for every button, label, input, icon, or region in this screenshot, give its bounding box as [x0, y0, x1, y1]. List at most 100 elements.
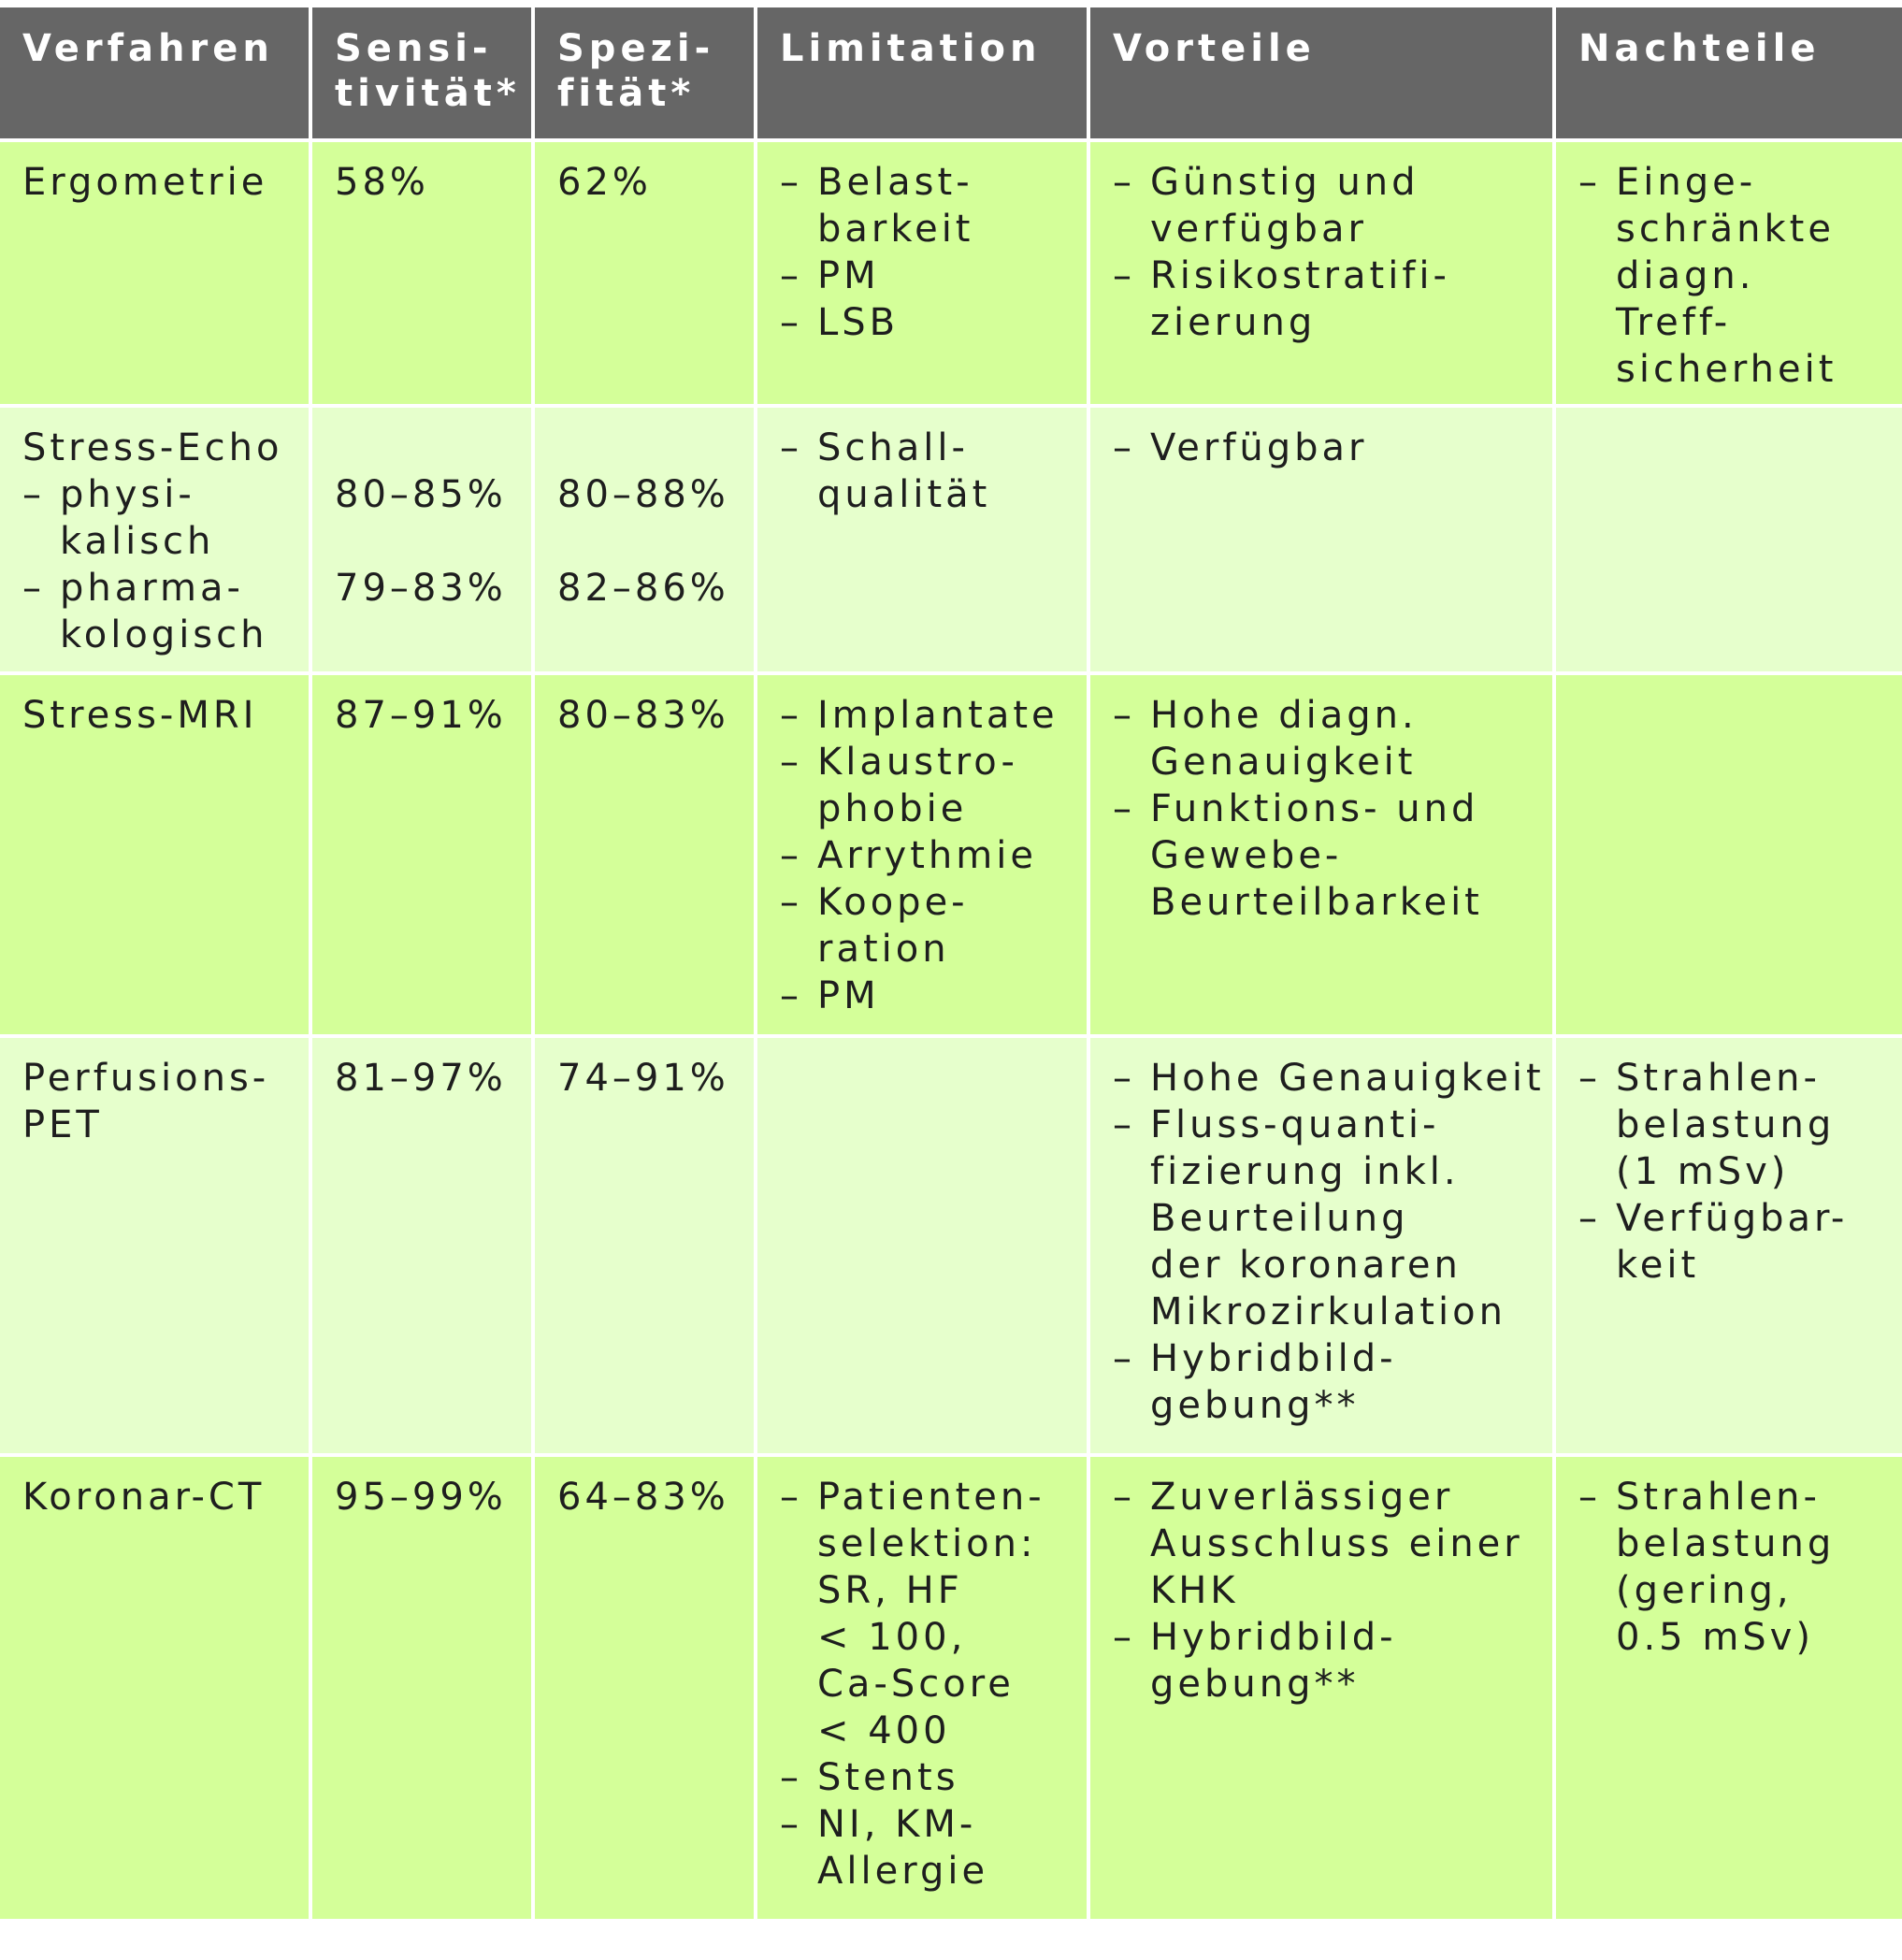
- dash-bullet: –: [780, 426, 802, 469]
- limitation-text: PM: [817, 973, 1073, 1019]
- nachteil-item: – Einge-schränkte diagn. Treff-sicherheit: [1578, 159, 1895, 393]
- vorteil-item: – Funktions- und Gewebe- Beurteilbarkeit: [1113, 785, 1539, 926]
- header-line: tivität*: [335, 72, 521, 115]
- limitation-item: – Klaustro-phobie: [780, 739, 1073, 832]
- nachteil-line: schränkte: [1616, 208, 1835, 251]
- nachteil-text: Strahlen-belastung (1 mSv): [1616, 1055, 1895, 1195]
- limitation-item: – PM: [780, 252, 1073, 299]
- cell-limitation: – Schall-qualität: [757, 408, 1087, 671]
- nachteil-line: 0.5 mSv): [1616, 1616, 1814, 1659]
- value-spez: 74–91%: [557, 1057, 729, 1100]
- value-spez: 62%: [557, 161, 652, 204]
- vorteil-text: Risikostratifi-zierung: [1150, 252, 1539, 346]
- value-spez: 64–83%: [557, 1476, 729, 1519]
- limitation-line: Belast-: [817, 161, 973, 204]
- cell-limitation: – Implantate – Klaustro-phobie – Arrythmie – Ko…: [757, 675, 1087, 1034]
- subtype-item: – pharma-kologisch: [22, 565, 295, 658]
- header-vorteile: Vorteile: [1090, 7, 1552, 138]
- vorteil-line: zierung: [1150, 301, 1317, 344]
- limitation-text: Stents: [817, 1754, 1073, 1801]
- spacer: [335, 425, 518, 471]
- vorteil-line: KHK: [1150, 1569, 1239, 1612]
- limitation-line: Klaustro-: [817, 741, 1018, 784]
- vorteil-line: Funktions- und: [1150, 787, 1479, 830]
- nachteil-line: belastung: [1616, 1103, 1836, 1146]
- cell-verfahren: Koronar-CT: [0, 1457, 309, 1919]
- vorteil-text: Hybridbild-gebung**: [1150, 1335, 1539, 1429]
- verfahren-line: Koronar-CT: [22, 1476, 266, 1519]
- value-sens: 81–97%: [335, 1057, 507, 1100]
- vorteil-item: – Hohe Genauigkeit: [1113, 1055, 1541, 1102]
- dash-bullet: –: [780, 741, 802, 784]
- value-sens: 87–91%: [335, 694, 507, 737]
- vorteil-line: Genauigkeit: [1150, 741, 1417, 784]
- limitation-item: – PM: [780, 973, 1073, 1019]
- limitation-line: Arrythmie: [817, 834, 1037, 877]
- dash-bullet: –: [1578, 1197, 1601, 1240]
- nachteil-line: belastung: [1616, 1522, 1836, 1565]
- limitation-line: Ca-Score: [817, 1663, 1015, 1706]
- dash-bullet: –: [1113, 787, 1135, 830]
- limitation-text: Koope-ration: [817, 879, 1073, 973]
- cell-nachteile: [1556, 675, 1902, 1034]
- cell-verfahren: Perfusions- PET: [0, 1038, 309, 1453]
- limitation-text: NI, KM- Allergie: [817, 1801, 1073, 1895]
- header-line: Verfahren: [22, 27, 274, 70]
- header-verfahren: Verfahren: [0, 7, 309, 138]
- dash-bullet: –: [1113, 426, 1135, 469]
- cell-verfahren: Ergometrie: [0, 142, 309, 404]
- dash-bullet: –: [780, 694, 802, 737]
- nachteil-text: Einge-schränkte diagn. Treff-sicherheit: [1616, 159, 1895, 393]
- vorteil-item: – Hohe diagn. Genauigkeit: [1113, 692, 1539, 785]
- cell-vorteile: – Hohe Genauigkeit – Fluss-quanti-fizierung…: [1090, 1038, 1552, 1453]
- cell-sensitivitaet: 58%: [312, 142, 531, 404]
- limitation-text: PM: [817, 252, 1073, 299]
- verfahren-line: Stress-Echo: [22, 426, 283, 469]
- cell-limitation: – Belast-barkeit – PM – LSB: [757, 142, 1087, 404]
- vorteil-line: Ausschluss einer: [1150, 1522, 1523, 1565]
- vorteil-text: Hohe diagn. Genauigkeit: [1150, 692, 1539, 785]
- cell-sensitivitaet: 87–91%: [312, 675, 531, 1034]
- verfahren-line: PET: [22, 1103, 103, 1146]
- limitation-line: Implantate: [817, 694, 1059, 737]
- nachteil-item: – Strahlen-belastung (1 mSv): [1578, 1055, 1895, 1195]
- vorteil-line: Zuverlässiger: [1150, 1476, 1454, 1519]
- nachteil-item: – Verfügbar-keit: [1578, 1195, 1895, 1289]
- vorteil-item: – Hybridbild-gebung**: [1113, 1614, 1539, 1708]
- nachteil-item: – Strahlen-belastung (gering, 0.5 mSv): [1578, 1474, 1895, 1661]
- dash-bullet: –: [1113, 1103, 1135, 1146]
- limitation-line: LSB: [817, 301, 900, 344]
- limitation-line: < 400: [817, 1709, 951, 1752]
- limitation-text: Schall-qualität: [817, 425, 1073, 518]
- limitation-line: Patienten-: [817, 1476, 1045, 1519]
- header-sensitivitaet: Sensi-tivität*: [312, 7, 531, 138]
- limitation-item: – Belast-barkeit: [780, 159, 1073, 252]
- nachteil-line: diagn.: [1616, 254, 1755, 297]
- dash-bullet: –: [22, 567, 45, 610]
- cell-limitation: – Patienten-selektion: SR, HF < 100, Ca-Scor…: [757, 1457, 1087, 1919]
- nachteil-line: sicherheit: [1616, 348, 1837, 391]
- vorteil-text: Zuverlässiger Ausschluss einer KHK: [1150, 1474, 1539, 1614]
- limitation-item: – NI, KM- Allergie: [780, 1801, 1073, 1895]
- value-spez: 82–86%: [557, 567, 729, 610]
- cell-verfahren: Stress-MRI: [0, 675, 309, 1034]
- value-sens: 79–83%: [335, 567, 507, 610]
- cell-spezifitaet: 62%: [535, 142, 754, 404]
- vorteil-line: Risikostratifi-: [1150, 254, 1450, 297]
- limitation-line: Stents: [817, 1756, 959, 1799]
- limitation-line: Koope-: [817, 881, 969, 924]
- dash-bullet: –: [780, 1756, 802, 1799]
- limitation-text: Implantate: [817, 692, 1073, 739]
- dash-bullet: –: [1113, 1476, 1135, 1519]
- dash-bullet: –: [1113, 694, 1135, 737]
- header-line: Limitation: [780, 27, 1042, 70]
- vorteil-text: Fluss-quanti-fizierung inkl. Beurteilung d…: [1150, 1102, 1539, 1335]
- cell-nachteile: – Strahlen-belastung (gering, 0.5 mSv): [1556, 1457, 1902, 1919]
- cell-nachteile: – Strahlen-belastung (1 mSv) – Verfügbar-kei…: [1556, 1038, 1902, 1453]
- vorteil-line: Hybridbild-: [1150, 1616, 1397, 1659]
- vorteil-line: Günstig und: [1150, 161, 1419, 204]
- dash-bullet: –: [1113, 1337, 1135, 1380]
- cell-verfahren: Stress-Echo – physi-kalisch – pharma-kologis…: [0, 408, 309, 671]
- limitation-item: – Koope-ration: [780, 879, 1073, 973]
- subtype-line: physi-: [60, 473, 195, 516]
